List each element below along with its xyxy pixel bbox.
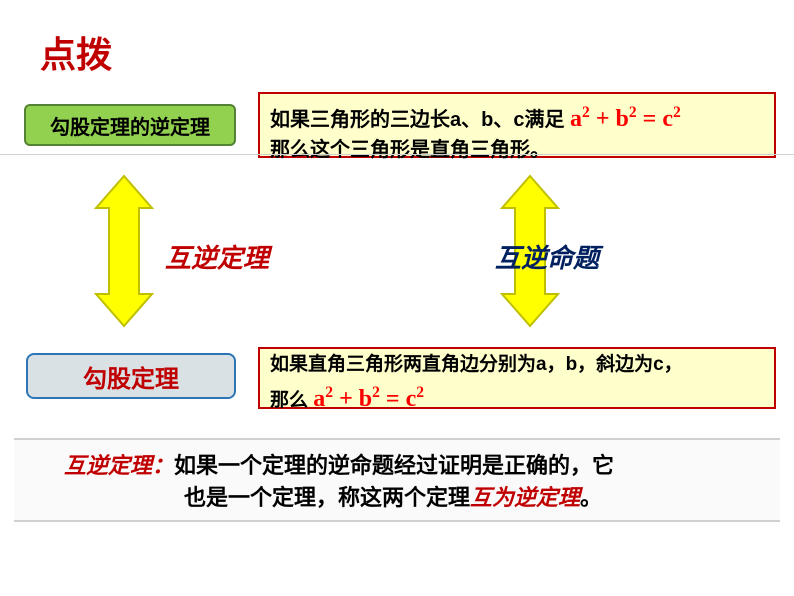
pythagoras-line1: 如果直角三角形两直角边分别为a，b，斜边为c，: [270, 354, 683, 375]
footer-body1: 如果一个定理的逆命题经过证明是正确的，它: [174, 453, 614, 478]
pythagoras-line2-prefix: 那么: [270, 390, 313, 411]
double-arrow-icon: [94, 174, 154, 328]
converse-line2: 那么这个三角形是直角三角形。: [270, 139, 550, 161]
footer-term: 互逆定理：: [64, 453, 174, 478]
divider-line: [0, 154, 794, 155]
pythagoras-statement-box: 如果直角三角形两直角边分别为a，b，斜边为c， 那么 a2 + b2 = c2: [258, 347, 776, 409]
converse-line1-prefix: 如果三角形的三边长a、b、c满足: [270, 109, 570, 131]
pythagoras-theorem-box: 勾股定理: [26, 353, 236, 399]
double-arrow-left: [94, 174, 154, 333]
converse-statement-box: 如果三角形的三边长a、b、c满足 a2 + b2 = c2 那么这个三角形是直角…: [258, 92, 776, 158]
footer-definition: 互逆定理：如果一个定理的逆命题经过证明是正确的，它 也是一个定理，称这两个定理互…: [14, 438, 780, 522]
footer-body2b: 互为逆定理: [470, 485, 580, 510]
inverse-theorem-label: 互逆定理: [165, 238, 269, 275]
converse-theorem-box: 勾股定理的逆定理: [24, 104, 236, 146]
footer-body2a: 也是一个定理，称这两个定理: [184, 485, 470, 510]
formula-top: a2 + b2 = c2: [570, 106, 681, 132]
page-title: 点拨: [40, 34, 112, 75]
converse-theorem-label: 勾股定理的逆定理: [50, 111, 210, 140]
title-area: 点拨: [0, 0, 794, 88]
pythagoras-theorem-label: 勾股定理: [83, 359, 179, 394]
inverse-proposition-label: 互逆命题: [495, 238, 599, 275]
footer-body2c: 。: [580, 485, 602, 510]
formula-bottom: a2 + b2 = c2: [313, 386, 424, 412]
